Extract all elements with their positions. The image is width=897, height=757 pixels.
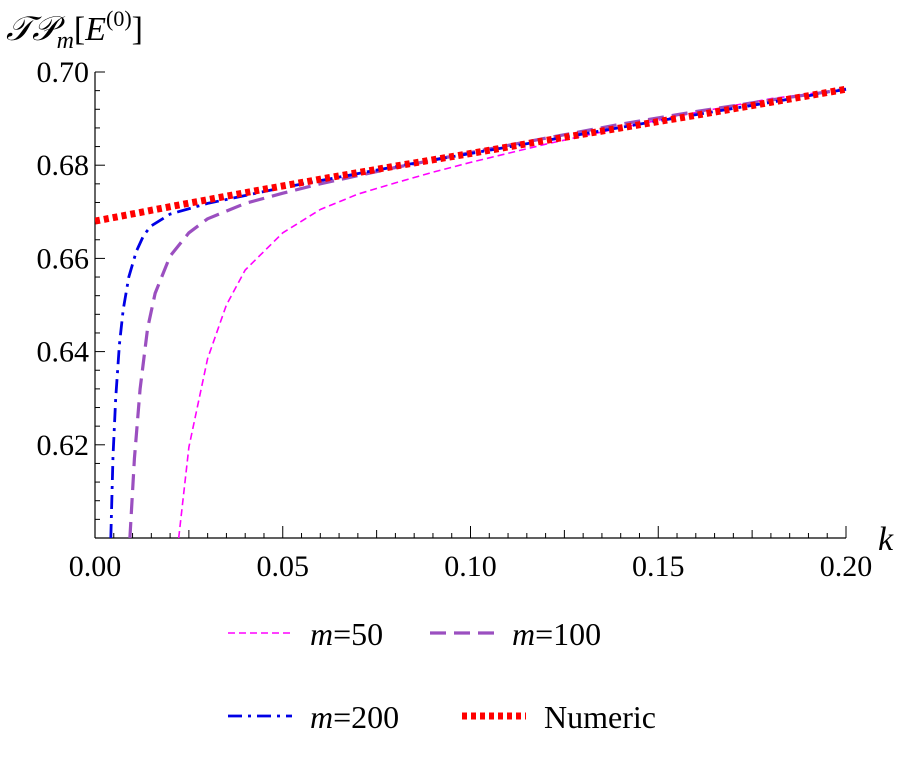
- x-tick-label: 0.00: [69, 550, 122, 583]
- legend-label: m=50: [310, 616, 383, 652]
- series-line-m-100: [128, 87, 847, 538]
- x-tick-label: 0.20: [820, 550, 873, 583]
- y-tick-label: 0.68: [37, 149, 90, 182]
- y-tick-label: 0.64: [37, 336, 90, 369]
- y-axis-label-sub: m: [57, 28, 74, 54]
- legend-label-value: =100: [535, 616, 601, 652]
- legend-label-value: =50: [333, 616, 383, 652]
- axes: 0.00 0.05 0.10 0.15 0.20 0.62 0.64 0.66 0.68 0.7…: [37, 56, 873, 583]
- y-tick-label: 0.66: [37, 242, 90, 275]
- legend-label-value: Numeric: [544, 699, 656, 735]
- y-axis-label: 𝒯𝒫m[E(0)]: [6, 6, 143, 54]
- series-layer: [95, 85, 847, 538]
- y-axis-label-open: [: [74, 11, 85, 48]
- legend-item: m=100: [430, 616, 601, 652]
- legend-label: m=200: [310, 699, 399, 735]
- y-axis-label-script: 𝒯𝒫: [6, 11, 66, 48]
- legend-label: Numeric: [544, 699, 656, 735]
- legend-item: Numeric: [462, 699, 656, 735]
- series-line-numeric: [95, 85, 847, 225]
- legend-label-value: =200: [333, 699, 399, 735]
- legend-label: m=100: [512, 616, 601, 652]
- legend-item: m=200: [228, 699, 399, 735]
- x-tick-label: 0.05: [257, 550, 310, 583]
- legend-item: m=50: [228, 616, 383, 652]
- series-line-m-200: [109, 87, 847, 538]
- series-line-m-50: [177, 88, 847, 538]
- y-tick-label: 0.62: [37, 429, 90, 462]
- y-tick-label: 0.70: [37, 56, 90, 89]
- y-ticks: 0.62 0.64 0.66 0.68 0.70: [37, 56, 105, 539]
- y-axis-label-arg: E: [84, 11, 106, 48]
- y-axis-label-close: ]: [132, 11, 143, 48]
- legend-label-var: m: [310, 699, 333, 735]
- x-ticks: 0.00 0.05 0.10 0.15 0.20: [69, 526, 873, 583]
- x-axis-label: k: [878, 521, 894, 558]
- x-tick-label: 0.15: [632, 550, 685, 583]
- legend-label-var: m: [512, 616, 535, 652]
- y-axis-label-sup: (0): [106, 6, 132, 31]
- legend-label-var: m: [310, 616, 333, 652]
- x-tick-label: 0.10: [444, 550, 497, 583]
